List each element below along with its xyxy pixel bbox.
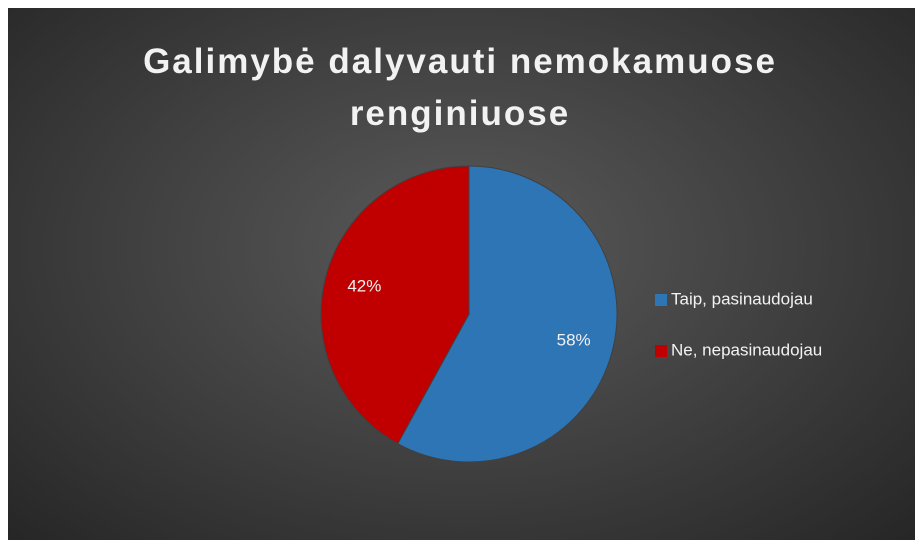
legend-label: Taip, pasinaudojau: [671, 289, 813, 308]
pie-slice: [320, 165, 470, 445]
legend-swatch: [655, 345, 667, 357]
pie-slice: [397, 165, 618, 463]
chart-title: Galimybė dalyvauti nemokamuose renginiuo…: [143, 42, 777, 133]
legend-label: Ne, nepasinaudojau: [671, 340, 822, 359]
legend-swatch: [655, 294, 667, 306]
data-label: 42%: [347, 277, 381, 296]
data-label: 58%: [557, 330, 591, 349]
